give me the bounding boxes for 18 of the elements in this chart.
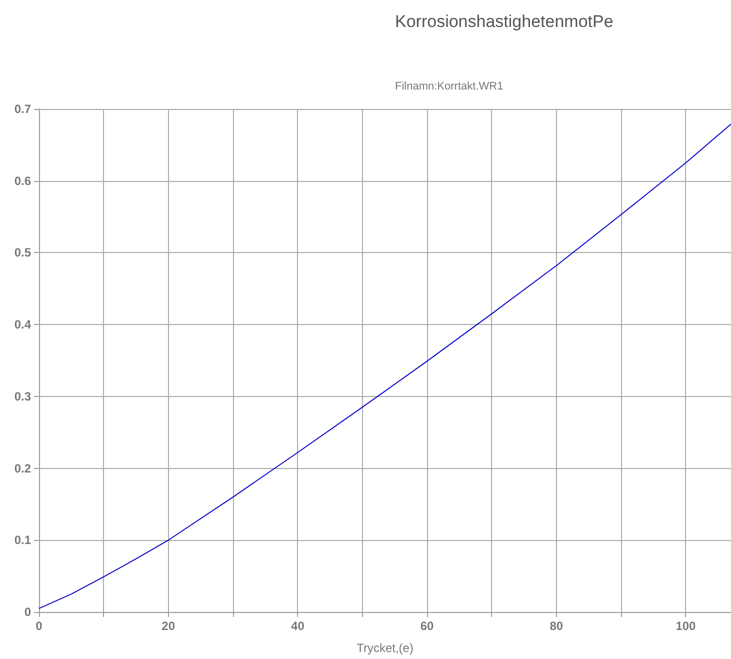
x-tick-label: 40 [291, 619, 305, 633]
line-series [38, 124, 731, 609]
x-tick-label: 60 [420, 619, 434, 633]
x-tick-label: 20 [162, 619, 176, 633]
y-tick-label: 0.5 [14, 246, 32, 260]
x-axis-title: Trycket,(e) [356, 641, 414, 655]
y-tick-label: 0.2 [14, 461, 32, 476]
y-tick-label: 0.1 [14, 533, 32, 548]
y-tick-label: 0.4 [14, 318, 32, 332]
y-tick-label: 0.7 [14, 102, 32, 116]
x-tick-label: 80 [550, 619, 564, 633]
chart-subtitle: Filnamn:Korrtakt.WR1 [395, 80, 504, 92]
x-tick-label: 0 [36, 619, 43, 633]
chart-title: KorrosionshastighetenmotPe [395, 12, 614, 31]
y-tick-label: 0.6 [14, 174, 32, 188]
y-tick-label: 0 [24, 605, 32, 619]
x-tick-label: 100 [676, 619, 696, 633]
y-tick-label: 0.3 [14, 389, 32, 404]
